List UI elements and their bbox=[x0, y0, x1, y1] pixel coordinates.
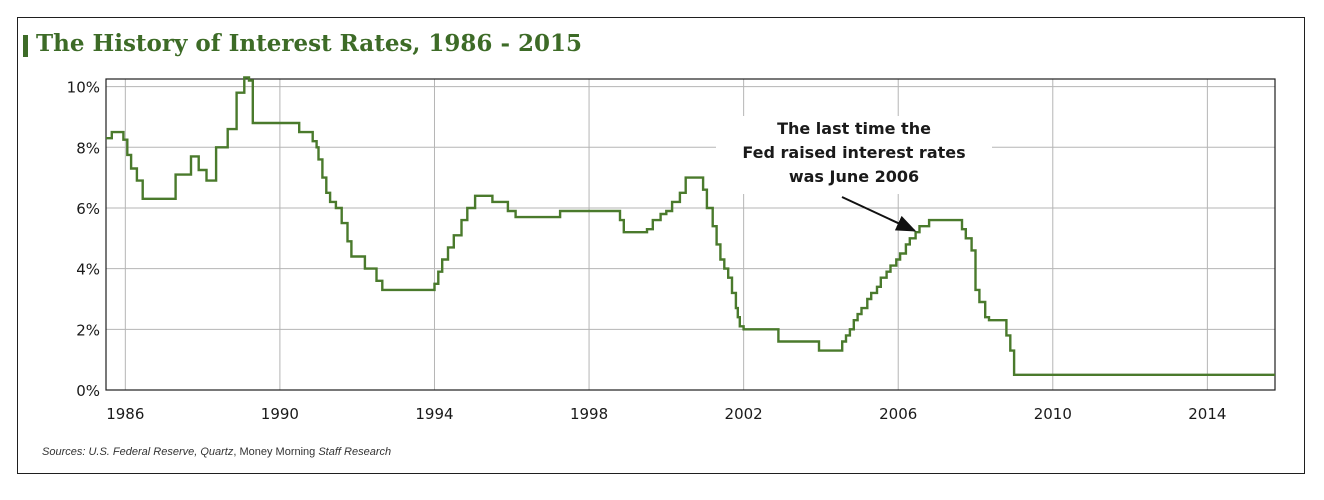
y-axis-ticks: 0% 2% 4% 6% 8% 10% bbox=[67, 79, 100, 400]
series-line-federal-funds-rate bbox=[106, 76, 1275, 376]
y-tick-label: 6% bbox=[76, 200, 100, 218]
chart-frame bbox=[17, 17, 1305, 474]
annotation-arrow bbox=[841, 196, 917, 232]
y-tick-label: 0% bbox=[76, 382, 100, 400]
source-part-c: , Money Morning bbox=[233, 446, 319, 458]
x-tick-label: 1998 bbox=[570, 405, 608, 423]
annotation-line: The last time the bbox=[777, 119, 931, 138]
annotation-text: The last time the Fed raised interest rat… bbox=[742, 119, 965, 186]
x-tick-label: 2006 bbox=[879, 405, 917, 423]
y-tick-label: 8% bbox=[76, 139, 100, 157]
chart-title: The History of Interest Rates, 1986 - 20… bbox=[36, 30, 583, 57]
title-accent-bar bbox=[23, 35, 28, 57]
y-tick-label: 2% bbox=[76, 321, 100, 339]
source-part-b: Quartz bbox=[200, 446, 234, 458]
x-tick-label: 2014 bbox=[1188, 405, 1226, 423]
x-tick-label: 2010 bbox=[1034, 405, 1072, 423]
y-tick-label: 10% bbox=[67, 79, 100, 97]
x-tick-label: 1986 bbox=[106, 405, 144, 423]
x-tick-label: 1990 bbox=[261, 405, 299, 423]
source-part-a: Sources: U.S. Federal Reserve, bbox=[42, 446, 201, 458]
annotation-background bbox=[716, 116, 992, 194]
annotation-line: Fed raised interest rates bbox=[742, 143, 965, 162]
annotation-line: was June 2006 bbox=[789, 167, 919, 186]
x-tick-label: 2002 bbox=[725, 405, 763, 423]
y-tick-label: 4% bbox=[76, 261, 100, 279]
grid-lines bbox=[106, 79, 1275, 391]
source-note: Sources: U.S. Federal Reserve, Quartz, M… bbox=[42, 446, 391, 458]
plot-border bbox=[105, 78, 1276, 391]
source-part-d: Staff Research bbox=[318, 446, 392, 458]
x-tick-label: 1994 bbox=[415, 405, 453, 423]
x-axis-ticks: 1986 1990 1994 1998 2002 2006 2010 2014 bbox=[106, 405, 1226, 423]
